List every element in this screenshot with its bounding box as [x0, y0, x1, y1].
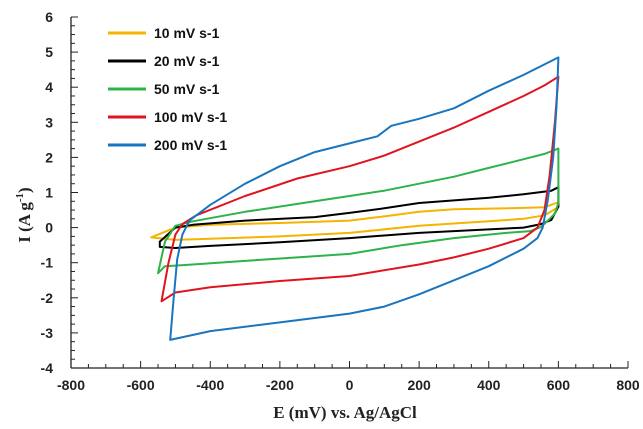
y-tick-label: 4 [45, 79, 53, 95]
x-axis-label: E (mV) vs. Ag/AgCl [273, 403, 417, 422]
x-tick-label: -600 [127, 377, 155, 393]
legend-label-5: 200 mV s-1 [154, 137, 227, 153]
x-tick-label: 400 [477, 377, 501, 393]
x-tick-label: 0 [346, 377, 354, 393]
legend-label-3: 50 mV s-1 [154, 81, 220, 97]
y-tick-label: 3 [45, 114, 53, 130]
x-tick-label: 800 [616, 377, 640, 393]
y-tick-label: 0 [45, 220, 53, 236]
y-axis-label: I (A g-1) [14, 187, 34, 242]
cv-curves [150, 56, 560, 341]
x-tick-label: -800 [57, 377, 85, 393]
y-axis-label-sup: -1 [14, 193, 26, 202]
y-tick-label: 6 [45, 9, 53, 25]
x-tick-label: -400 [196, 377, 224, 393]
y-tick-label: 2 [45, 149, 53, 165]
y-tick-label: 1 [45, 185, 53, 201]
cv-curve-4 [160, 75, 560, 303]
y-axis-label-close: ) [15, 187, 34, 193]
chart-axes: -800 -600 -400 -200 0 200 400 600 800 -4 -3 -2 -1 0 1… [41, 9, 640, 393]
y-tick-label: -1 [41, 255, 54, 271]
x-tick-label: 600 [547, 377, 571, 393]
cv-curve-5 [169, 56, 560, 341]
legend-label-1: 10 mV s-1 [154, 25, 220, 41]
y-axis-ticks: -4 -3 -2 -1 0 1 2 3 4 5 6 [41, 9, 78, 376]
legend: 10 mV s-1 20 mV s-1 50 mV s-1 100 mV s-1 200… [108, 25, 227, 153]
x-tick-label: 200 [407, 377, 431, 393]
cv-curve-1 [150, 201, 560, 241]
x-axis-ticks: -800 -600 -400 -200 0 200 400 600 800 [57, 361, 640, 393]
y-tick-label: -4 [41, 360, 54, 376]
y-tick-label: -2 [41, 290, 54, 306]
legend-label-2: 20 mV s-1 [154, 53, 220, 69]
y-axis-label-main: I (A g [15, 202, 34, 243]
y-tick-label: -3 [41, 325, 54, 341]
legend-label-4: 100 mV s-1 [154, 109, 227, 125]
y-tick-label: 5 [45, 44, 53, 60]
x-tick-label: -200 [266, 377, 294, 393]
cv-curve-3 [157, 147, 560, 275]
